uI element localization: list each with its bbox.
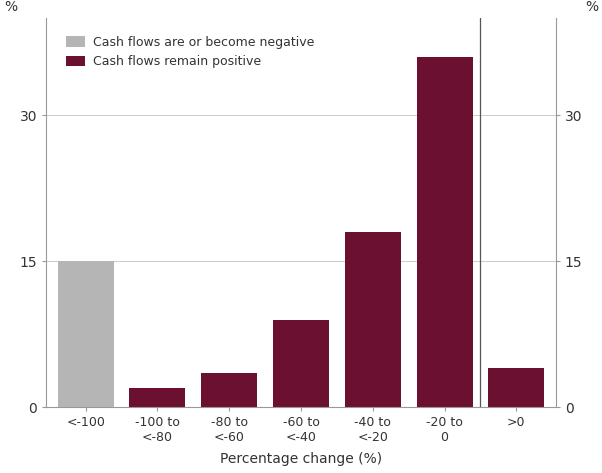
- Bar: [129, 388, 185, 407]
- Bar: [58, 262, 114, 407]
- Bar: [488, 368, 544, 407]
- Bar: [273, 320, 329, 407]
- Bar: [201, 373, 257, 407]
- X-axis label: Percentage change (%): Percentage change (%): [220, 452, 382, 466]
- Bar: [417, 57, 473, 407]
- Legend: Cash flows are or become negative, Cash flows remain positive: Cash flows are or become negative, Cash …: [63, 32, 318, 72]
- Bar: [345, 232, 401, 407]
- Y-axis label: %: %: [585, 0, 598, 14]
- Y-axis label: %: %: [4, 0, 17, 14]
